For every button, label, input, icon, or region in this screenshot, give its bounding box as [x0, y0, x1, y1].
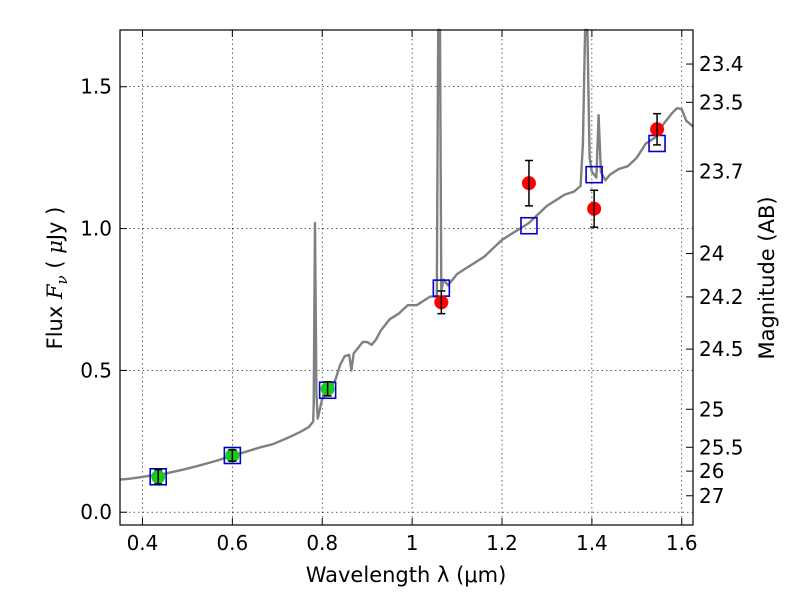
- x-tick-label: 1: [406, 531, 419, 555]
- magnitude-tick-label: 23.7: [699, 159, 744, 183]
- y-axis-title: Flux Fν ( μJy ): [43, 207, 71, 350]
- magnitude-tick-label: 24.5: [699, 337, 744, 361]
- spectrum-line: [119, 28, 694, 481]
- magnitude-tick-label: 26: [699, 459, 724, 483]
- y-tick-label: 1.5: [80, 75, 112, 99]
- x-tick-label: 0.4: [127, 531, 159, 555]
- x-tick-label: 1.4: [576, 531, 608, 555]
- plot-background: [120, 30, 693, 525]
- model-photometry-square: [149, 467, 167, 486]
- model-photometry-square: [520, 216, 538, 235]
- magnitude-tick-label: 25.5: [699, 435, 744, 459]
- spectrum-layer: [119, 28, 694, 481]
- y-tick-label: 0.5: [80, 358, 112, 382]
- right-axis-title: Magnitude (AB): [755, 196, 779, 359]
- x-tick-label: 0.8: [306, 531, 338, 555]
- markers-layer: [149, 112, 666, 486]
- x-tick-label: 0.6: [216, 531, 248, 555]
- magnitude-tick-label: 24: [699, 242, 724, 266]
- plot-frame: [119, 29, 694, 526]
- x-tick-label: 1.2: [486, 531, 518, 555]
- magnitude-tick-label: 23.4: [699, 52, 744, 76]
- x-axis-title: Wavelength λ (μm): [306, 563, 507, 587]
- y-tick-label: 0.0: [80, 500, 112, 524]
- magnitude-tick-label: 27: [699, 484, 724, 508]
- ticks-layer: 0.4 0.6 0.8 1 1.2 1.4 1.6 0.0 0.5 1.0 1.5 23.4 23.5 2…: [80, 30, 744, 555]
- x-tick-label: 1.6: [666, 531, 698, 555]
- magnitude-tick-label: 23.5: [699, 90, 744, 114]
- magnitude-tick-label: 24.2: [699, 285, 744, 309]
- model-photometry-square: [223, 446, 242, 465]
- model-photometry-square: [585, 165, 603, 184]
- y-tick-label: 1.0: [80, 217, 112, 241]
- magnitude-tick-label: 25: [699, 397, 724, 421]
